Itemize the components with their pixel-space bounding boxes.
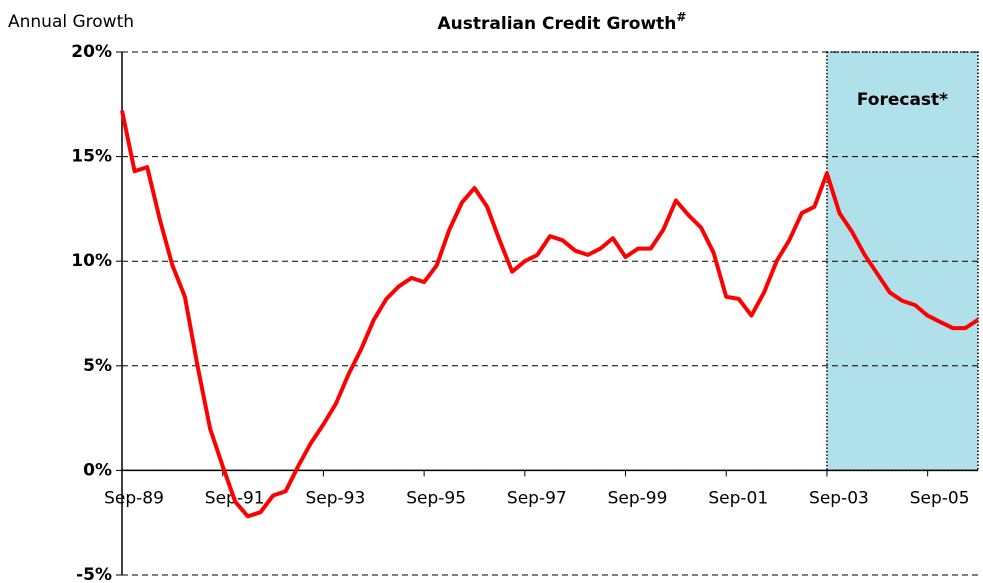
x-tick-label: Sep-99 [608, 488, 668, 508]
x-tick-label: Sep-95 [406, 488, 466, 508]
title-text: Australian Credit Growth [438, 14, 677, 34]
forecast-label: Forecast* [857, 90, 948, 110]
y-tick-label: 15% [71, 147, 112, 167]
x-tick-label: Sep-01 [708, 488, 768, 508]
title-superscript: # [676, 10, 686, 24]
chart-title: Australian Credit Growth# [438, 10, 687, 35]
y-tick-label: 20% [71, 42, 112, 62]
y-tick-label: 5% [83, 356, 112, 376]
y-tick-label: 0% [83, 460, 112, 480]
y-axis-label: Annual Growth [8, 12, 134, 32]
x-tick-label: Sep-03 [809, 488, 869, 508]
x-tick-label: Sep-05 [910, 488, 970, 508]
x-tick-label: Sep-89 [104, 488, 164, 508]
y-tick-label: -5% [76, 565, 112, 583]
y-tick-label: 10% [71, 251, 112, 271]
x-tick-label: Sep-93 [306, 488, 366, 508]
x-tick-label: Sep-97 [507, 488, 567, 508]
data-line [120, 110, 980, 519]
